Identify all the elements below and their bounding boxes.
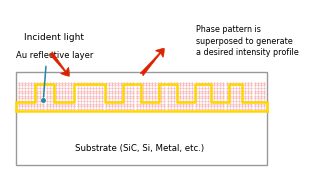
- Text: Incident light: Incident light: [24, 33, 84, 42]
- Text: Phase pattern is
superposed to generate
a desired intensity profile: Phase pattern is superposed to generate …: [196, 25, 299, 57]
- Bar: [16, 72, 267, 165]
- Text: Substrate (SiC, Si, Metal, etc.): Substrate (SiC, Si, Metal, etc.): [75, 143, 204, 152]
- Text: Au reflective layer: Au reflective layer: [16, 51, 93, 60]
